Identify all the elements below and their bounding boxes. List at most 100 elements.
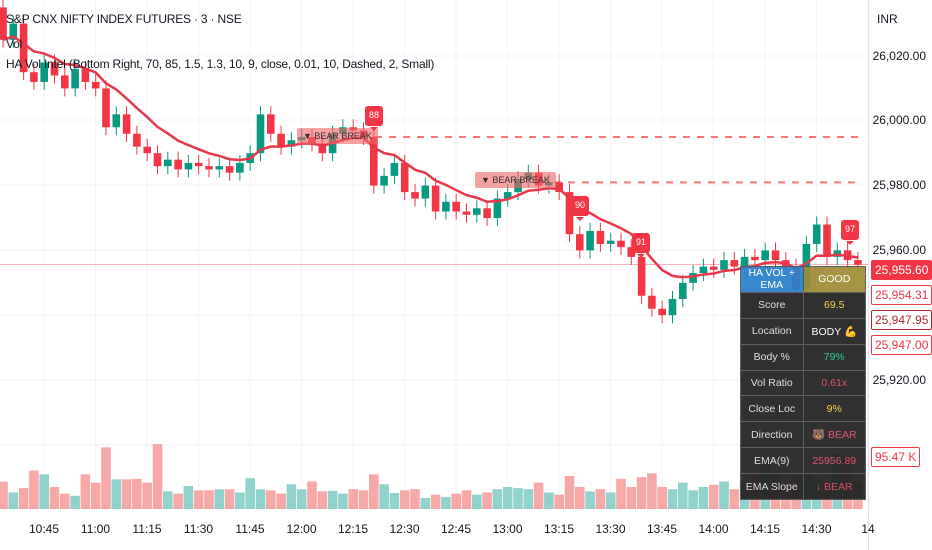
candle	[503, 192, 512, 199]
candle	[493, 198, 502, 218]
volume-bar	[533, 482, 544, 509]
volume-bar	[513, 488, 523, 509]
volume-bar	[554, 494, 564, 509]
volume-bar	[585, 491, 595, 509]
time-tick: 14:15	[749, 522, 781, 536]
table-value: 79%	[802, 343, 866, 371]
price-tick: 26,000.00	[872, 113, 926, 127]
candle	[411, 192, 419, 199]
volume-bar	[121, 479, 132, 509]
time-tick: 14:00	[698, 522, 729, 536]
candle	[205, 166, 213, 170]
last-price-tag: 25,955.60	[871, 260, 932, 280]
volume-bar	[317, 491, 328, 509]
time-tick: 13:15	[543, 522, 575, 536]
symbol-title[interactable]: S&P CNX NIFTY INDEX FUTURES · 3 · NSE	[6, 12, 242, 26]
volume-bar	[18, 488, 29, 509]
candle	[751, 256, 759, 261]
volume-bar	[90, 482, 101, 509]
candle	[442, 201, 450, 212]
time-tick: 12:15	[337, 522, 369, 536]
candle	[133, 133, 141, 147]
volume-bar	[698, 487, 709, 509]
table-row: Body % 79%	[740, 343, 866, 371]
volume-bar	[307, 481, 317, 509]
candle	[390, 162, 399, 176]
candle	[215, 166, 224, 170]
candle	[9, 23, 18, 40]
table-row: EMA(9) 25956.89	[740, 447, 866, 475]
volume-bar	[39, 474, 49, 509]
candle	[730, 260, 739, 267]
volume-bar	[410, 489, 420, 509]
price-chart[interactable]	[0, 0, 868, 510]
volume-bar	[461, 490, 472, 509]
candle	[452, 201, 460, 212]
volume-bar	[708, 484, 719, 509]
candle	[555, 182, 563, 193]
candle	[91, 81, 100, 89]
table-row: Close Loc 9%	[740, 395, 866, 423]
volume-bar	[430, 494, 441, 509]
price-tick: 25,920.00	[872, 373, 926, 387]
volume-bar	[193, 490, 204, 509]
currency-label[interactable]: INR	[877, 12, 898, 26]
volume-bar	[327, 490, 338, 509]
candle	[637, 256, 646, 296]
table-label: Direction	[740, 421, 804, 449]
time-tick: 14:30	[801, 522, 832, 536]
volume-bar	[358, 490, 369, 509]
table-row: EMA Slope ↓ BEAR	[740, 473, 866, 501]
volume-bar	[616, 478, 626, 509]
candle	[689, 273, 697, 283]
volume-bar	[647, 473, 657, 509]
volume-bar	[472, 494, 482, 509]
candle	[225, 166, 234, 173]
time-tick: 13:00	[492, 522, 523, 536]
candle	[318, 143, 327, 154]
table-value: ↓ BEAR	[802, 473, 866, 501]
candle	[565, 192, 574, 235]
volume-bar	[657, 487, 667, 509]
candle	[699, 266, 708, 274]
candle	[648, 295, 656, 309]
volume-bar	[636, 477, 647, 509]
bear-break-label: ▼ BEAR BREAK	[297, 128, 378, 144]
time-tick: 11:30	[183, 522, 214, 536]
candle	[720, 260, 728, 270]
candle	[400, 162, 409, 193]
time-tick: 12:00	[286, 522, 317, 536]
volume-bar	[544, 492, 554, 509]
price-axis[interactable]: INR 26,020.00 26,000.00 25,980.00 25,960…	[868, 0, 932, 550]
volume-bar	[245, 478, 255, 509]
candle	[50, 62, 59, 76]
table-value: 0.61x	[802, 369, 866, 397]
volume-bar	[482, 492, 492, 509]
price-tag: 25,947.95	[871, 310, 932, 330]
table-label: EMA Slope	[740, 473, 804, 501]
volume-bar	[451, 493, 461, 509]
candle	[421, 185, 430, 199]
volume-bar	[399, 490, 410, 509]
volume-bar	[605, 492, 616, 509]
volume-bar	[8, 492, 19, 509]
table-value: 🐻 BEAR	[802, 421, 866, 449]
volume-legend[interactable]: Vol	[6, 37, 23, 51]
price-tick: 26,020.00	[872, 49, 926, 63]
volume-bar	[235, 492, 245, 509]
time-tick: 11:00	[80, 522, 111, 536]
signal-marker: 90	[571, 196, 589, 221]
candle	[431, 185, 440, 212]
candle	[812, 224, 821, 244]
candle	[194, 162, 203, 167]
volume-bar	[49, 487, 60, 509]
volume-bar	[132, 478, 142, 509]
table-value: 25956.89	[802, 447, 866, 475]
candle	[854, 260, 862, 265]
indicator-legend[interactable]: HA Vol Intel (Bottom Right, 70, 85, 1.5,…	[6, 57, 435, 71]
candle	[267, 114, 275, 134]
volume-tag: 95.47 K	[871, 447, 921, 467]
volume-bar	[80, 474, 91, 509]
table-value: BODY 💪	[802, 317, 866, 345]
volume-bar	[523, 489, 534, 509]
